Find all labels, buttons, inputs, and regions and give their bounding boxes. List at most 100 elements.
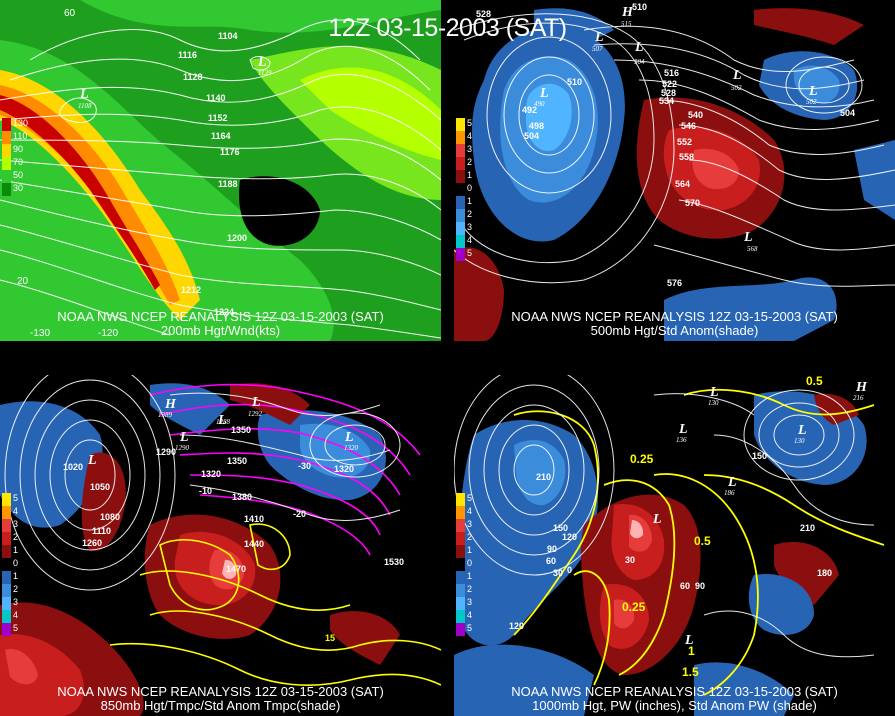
contour-label: 534 [659, 96, 675, 106]
legend-swatch [456, 493, 465, 506]
legend-item: 90 [2, 144, 26, 157]
contour-label: 1050 [90, 482, 111, 492]
legend-swatch [2, 519, 11, 532]
contour-label: 1116 [178, 50, 198, 60]
contour-label: 30 [553, 568, 564, 578]
low-value: 507 [592, 45, 603, 53]
legend-label: 1 [467, 170, 473, 180]
panel-caption-line1: NOAA NWS NCEP REANALYSIS 12Z 03-15-2003 … [511, 684, 838, 699]
page-title: 12Z 03-15-2003 (SAT) [328, 14, 567, 42]
panel-1000mb-legend: 5 4 3 2 1 0 1 2 3 4 5 [456, 493, 480, 636]
panel-caption-line1: NOAA NWS NCEP REANALYSIS 12Z 03-15-2003 … [57, 309, 384, 324]
contour-label: 546 [681, 121, 697, 131]
contour-label: 180 [817, 568, 833, 578]
panel-500mb: 5 4 3 2 1 0 1 2 3 4 5 528 510 516 522 52… [454, 0, 895, 341]
legend-label: 0 [467, 558, 473, 568]
legend-swatch [456, 183, 465, 196]
legend-swatch [2, 571, 11, 584]
low-symbol: L [80, 87, 89, 102]
legend-item: 5 [456, 248, 480, 261]
legend-swatch [456, 545, 465, 558]
legend-label: 3 [13, 519, 19, 529]
legend-item: 130 [2, 118, 28, 131]
low-symbol: L [679, 422, 688, 437]
high-symbol: H [622, 5, 633, 20]
panel-1000mb: 5 4 3 2 1 0 1 2 3 4 5 210 150 120 90 60 … [454, 375, 895, 716]
legend-label: 5 [13, 493, 19, 503]
legend-swatch [456, 222, 465, 235]
legend-swatch [456, 506, 465, 519]
legend-swatch [456, 532, 465, 545]
legend-label: 2 [467, 209, 473, 219]
legend-label: 0 [13, 558, 19, 568]
contour-label: 504 [840, 108, 856, 118]
high-symbol: H [856, 380, 867, 395]
legend-item: 4 [2, 506, 26, 519]
low-value: 130 [794, 437, 805, 445]
legend-swatch [456, 170, 465, 183]
contour-label: 150 [752, 451, 768, 461]
low-value: 502 [731, 84, 742, 92]
legend-item: 3 [2, 597, 26, 610]
low-symbol: L [258, 55, 267, 70]
legend-label: 4 [467, 506, 473, 516]
contour-label: 210 [800, 523, 816, 533]
legend-item: 0 [2, 558, 26, 571]
legend-item: 4 [456, 235, 480, 248]
legend-swatch [2, 610, 11, 623]
contour-label: 1164 [211, 131, 231, 141]
legend-swatch [456, 209, 465, 222]
legend-item: 3 [2, 519, 26, 532]
legend-swatch [456, 571, 465, 584]
low-symbol: L [635, 40, 644, 55]
contour-label: 552 [677, 137, 693, 147]
contour-label: -30 [298, 461, 312, 471]
legend-label: 50 [13, 170, 24, 180]
legend-item: 70 [2, 157, 26, 170]
contour-label: 558 [679, 152, 695, 162]
legend-item: 1 [456, 170, 480, 183]
contour-label: 540 [688, 110, 704, 120]
contour-label: 1020 [63, 462, 84, 472]
contour-label: -10 [199, 486, 213, 496]
contour-label: 0.5 [806, 375, 823, 388]
legend-item: 2 [2, 532, 26, 545]
legend-item: 5 [456, 623, 480, 636]
legend-swatch [456, 610, 465, 623]
legend-label: 5 [467, 248, 473, 258]
panel-caption-line1: NOAA NWS NCEP REANALYSIS 12Z 03-15-2003 … [511, 309, 838, 324]
legend-label: 3 [467, 144, 473, 154]
contour-label: 0.25 [622, 600, 646, 614]
legend-label: 2 [467, 157, 473, 167]
panel-850mb-map [0, 375, 441, 716]
low-value: 1288 [216, 418, 230, 426]
legend-label: 3 [467, 597, 473, 607]
contour-label: 528 [661, 88, 677, 98]
contour-label: 120 [509, 621, 525, 631]
legend-label: 90 [13, 144, 24, 154]
legend-swatch [2, 506, 11, 519]
legend-label: 4 [13, 610, 19, 620]
contour-label: 1212 [181, 285, 202, 295]
contour-label: 90 [547, 544, 558, 554]
low-symbol: L [809, 84, 818, 99]
legend-item: 1 [2, 545, 26, 558]
low-value: 1320 [344, 444, 358, 452]
lat-tick: 20 [17, 276, 29, 287]
legend-label: 3 [467, 222, 473, 232]
contour-label: 0.25 [630, 452, 654, 466]
legend-swatch [2, 623, 11, 636]
legend-swatch [456, 519, 465, 532]
contour-label: 1440 [244, 539, 265, 549]
low-symbol: L [685, 633, 694, 648]
contour-label: 1410 [244, 514, 265, 524]
legend-item: 110 [2, 131, 27, 144]
contour-label: 0 [567, 565, 573, 575]
panel-caption-line2: 1000mb Hgt, PW (inches), Std Anom PW (sh… [532, 698, 817, 713]
legend-swatch [2, 118, 11, 131]
low-symbol: L [345, 430, 354, 445]
contour-label: 1260 [82, 538, 103, 548]
contour-label: 30 [625, 555, 636, 565]
contour-label: 1128 [183, 72, 203, 82]
contour-label: 1530 [384, 557, 405, 567]
